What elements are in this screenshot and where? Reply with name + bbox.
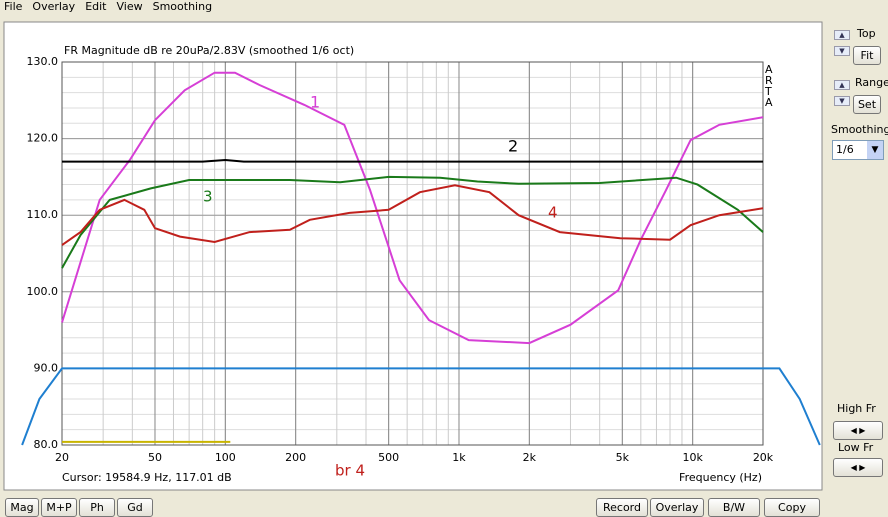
y-tick-label: 120.0 bbox=[27, 132, 59, 145]
menu-item[interactable]: View bbox=[116, 0, 143, 13]
select-value: 1/6 bbox=[836, 143, 854, 156]
action-button[interactable]: Overlay bbox=[650, 498, 704, 517]
x-axis-label: Frequency (Hz) bbox=[679, 471, 762, 484]
spin-down[interactable]: ▼ bbox=[834, 46, 850, 56]
x-tick-label: 20k bbox=[753, 451, 774, 464]
series-label: 4 bbox=[548, 204, 558, 222]
y-tick-label: 90.0 bbox=[34, 361, 59, 374]
menu-item[interactable]: Overlay bbox=[32, 0, 76, 13]
y-tick-label: 100.0 bbox=[27, 285, 59, 298]
x-tick-label: 20 bbox=[55, 451, 69, 464]
low-spin[interactable]: ◀ ▶ bbox=[833, 458, 883, 477]
x-tick-label: 50 bbox=[148, 451, 162, 464]
x-tick-label: 500 bbox=[378, 451, 399, 464]
high-spin[interactable]: ◀ ▶ bbox=[833, 421, 883, 440]
series-label: 2 bbox=[508, 137, 518, 156]
spin-up[interactable]: ▲ bbox=[834, 30, 850, 40]
tab-button[interactable]: M+P bbox=[41, 498, 77, 517]
series-line bbox=[21, 367, 821, 446]
action-button[interactable]: B/W bbox=[708, 498, 760, 517]
spin-down[interactable]: ▼ bbox=[834, 96, 850, 106]
x-tick-label: 1k bbox=[452, 451, 466, 464]
menu-item[interactable]: Edit bbox=[85, 0, 107, 13]
fit-button[interactable]: Fit bbox=[853, 46, 881, 65]
tab-button[interactable]: Ph bbox=[79, 498, 115, 517]
x-tick-label: 10k bbox=[682, 451, 703, 464]
tab-button[interactable]: Mag bbox=[5, 498, 39, 517]
y-tick-label: 80.0 bbox=[34, 438, 59, 451]
smoothing-select[interactable]: 1/6 ▼ bbox=[832, 140, 884, 160]
tab-button[interactable]: Gd bbox=[117, 498, 153, 517]
x-tick-label: 2k bbox=[523, 451, 537, 464]
set-button[interactable]: Set bbox=[853, 95, 881, 114]
label: Low Fr bbox=[838, 441, 874, 454]
series-line bbox=[62, 158, 763, 163]
menu-item[interactable]: File bbox=[4, 0, 23, 13]
note: br 4 bbox=[335, 462, 365, 480]
label: High Fr bbox=[837, 402, 876, 415]
menu-item[interactable]: Smoothing bbox=[152, 0, 213, 13]
label: Range bbox=[855, 76, 888, 89]
y-tick-label: 110.0 bbox=[27, 208, 59, 221]
plot-frame bbox=[61, 61, 764, 446]
series-line bbox=[61, 175, 764, 269]
x-tick-label: 200 bbox=[285, 451, 306, 464]
x-tick-label: 100 bbox=[215, 451, 236, 464]
action-button[interactable]: Copy bbox=[764, 498, 820, 517]
spin-up[interactable]: ▲ bbox=[834, 80, 850, 90]
x-tick-label: 5k bbox=[616, 451, 630, 464]
label: Smoothing bbox=[831, 123, 888, 136]
chart-title: FR Magnitude dB re 20uPa/2.83V (smoothed… bbox=[64, 44, 354, 57]
cursor-readout: Cursor: 19584.9 Hz, 117.01 dB bbox=[62, 471, 232, 484]
chart-background bbox=[3, 21, 823, 491]
series-label: 1 bbox=[310, 93, 320, 112]
series-label: 3 bbox=[203, 188, 213, 206]
series-line bbox=[61, 184, 764, 246]
y-tick-label: 130.0 bbox=[27, 55, 59, 68]
series-line bbox=[61, 71, 764, 345]
menu-bar: File Overlay Edit View Smoothing bbox=[4, 0, 222, 13]
label: Top bbox=[857, 27, 876, 40]
watermark: ARTA bbox=[765, 63, 773, 109]
action-button[interactable]: Record bbox=[596, 498, 648, 517]
